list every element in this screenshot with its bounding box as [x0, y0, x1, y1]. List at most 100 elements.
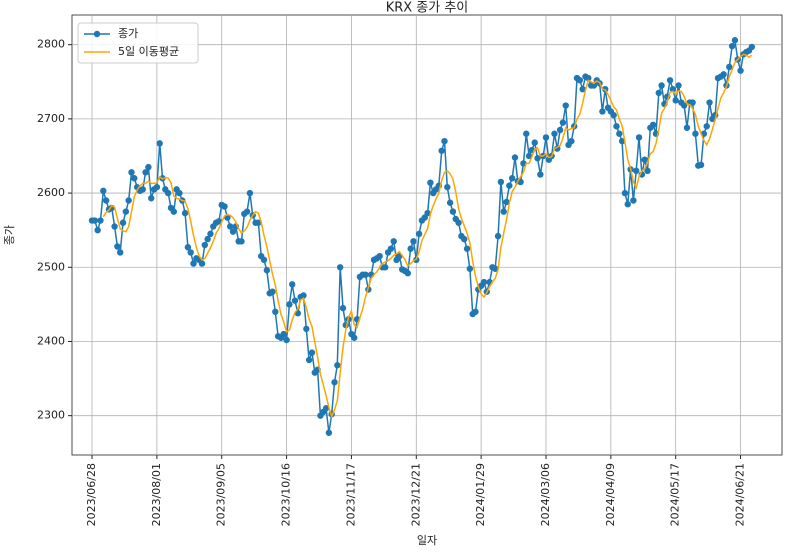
point: [658, 82, 665, 89]
point: [153, 183, 161, 191]
point: [125, 197, 132, 204]
point: [300, 292, 307, 299]
x-tick-label: 2024/03/06: [539, 463, 552, 526]
point: [190, 260, 197, 267]
point: [441, 137, 448, 145]
point: [497, 178, 505, 186]
point: [689, 99, 696, 106]
series-line: [92, 37, 753, 433]
x-tick-label: 2023/10/16: [280, 463, 293, 526]
point: [649, 121, 657, 129]
point: [621, 189, 629, 197]
point: [616, 130, 623, 137]
point: [494, 232, 502, 240]
point: [726, 63, 733, 71]
point: [731, 37, 739, 44]
point: [119, 219, 127, 226]
point: [187, 249, 194, 256]
point: [351, 334, 358, 341]
point: [117, 249, 124, 256]
legend-box: [77, 22, 199, 64]
point: [503, 198, 510, 206]
point: [559, 119, 567, 126]
point: [511, 154, 519, 161]
point: [308, 349, 316, 356]
point: [706, 99, 713, 106]
point: [111, 223, 118, 230]
point: [424, 209, 431, 217]
point: [562, 102, 569, 109]
point: [142, 169, 149, 176]
point: [164, 189, 172, 197]
point: [590, 82, 598, 89]
x-axis-label: 일자: [417, 533, 437, 547]
y-tick-label: 2300: [37, 409, 65, 422]
point: [148, 195, 155, 202]
point: [201, 241, 209, 249]
point: [444, 183, 451, 191]
point: [139, 186, 146, 193]
point: [703, 123, 710, 130]
point: [362, 271, 369, 278]
point: [610, 111, 617, 119]
point: [176, 189, 183, 197]
point: [260, 256, 268, 264]
point: [390, 238, 397, 245]
point: [655, 89, 662, 97]
point: [263, 267, 271, 274]
x-tick-label: 2024/04/09: [604, 463, 617, 526]
point: [226, 223, 234, 230]
point: [556, 126, 564, 134]
point: [128, 169, 135, 176]
point: [697, 161, 705, 169]
x-tick-label: 2023/08/01: [150, 463, 163, 526]
y-tick-label: 2600: [37, 186, 65, 199]
point: [680, 102, 688, 109]
point: [506, 182, 513, 189]
x-tick-label: 2023/09/05: [215, 463, 228, 526]
point: [542, 134, 550, 141]
point: [407, 245, 414, 252]
point: [102, 197, 110, 204]
point: [568, 137, 575, 145]
point: [466, 265, 474, 272]
point: [455, 219, 462, 226]
point: [387, 245, 395, 252]
y-tick-label: 2500: [37, 260, 65, 273]
point: [531, 139, 538, 146]
point: [630, 197, 637, 204]
point: [291, 297, 299, 304]
plot-frame: [71, 14, 783, 456]
point: [551, 130, 558, 137]
legend-label: 종가: [118, 27, 138, 40]
point: [461, 235, 468, 243]
point: [500, 208, 507, 215]
point: [331, 379, 338, 386]
point: [207, 230, 214, 238]
point: [97, 217, 104, 224]
point: [289, 281, 296, 288]
point: [283, 336, 290, 344]
point: [576, 77, 584, 84]
point: [427, 179, 434, 186]
point: [181, 209, 189, 217]
x-tick-label: 2023/11/17: [344, 463, 357, 526]
x-tick-label: 2023/06/28: [85, 463, 98, 526]
point: [325, 429, 333, 436]
point: [286, 301, 293, 308]
point: [525, 152, 533, 160]
point: [618, 137, 626, 145]
x-tick-label: 2023/12/21: [409, 463, 422, 526]
point: [170, 208, 177, 215]
point: [246, 189, 254, 197]
point: [635, 134, 643, 141]
point: [438, 147, 445, 154]
point: [305, 356, 313, 364]
y-tick-label: 2700: [37, 112, 65, 125]
point: [599, 108, 606, 115]
point: [579, 85, 586, 93]
y-tick-label: 2800: [37, 38, 65, 51]
point: [534, 155, 541, 162]
point: [523, 130, 530, 137]
point: [633, 167, 640, 175]
